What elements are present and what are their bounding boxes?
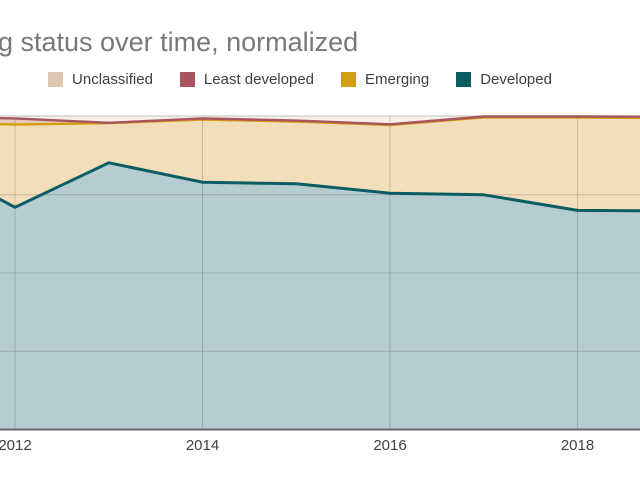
line-developed — [0, 161, 640, 213]
x-tick-label-2012: 2012 — [0, 437, 32, 454]
legend-swatch-icon — [456, 72, 472, 87]
legend-item-least-developed: Least developed — [179, 71, 315, 88]
area-developed — [0, 162, 640, 430]
x-tick-label-2016: 2016 — [373, 437, 407, 454]
legend-swatch-icon — [179, 72, 195, 87]
legend-label: Emerging — [365, 71, 430, 88]
chart-legend: Unclassified Least developed Emerging Devel… — [0, 71, 620, 88]
chart-title: g status over time, normalized — [0, 27, 359, 57]
x-tick-label-2014: 2014 — [185, 437, 220, 454]
legend-item-developed: Developed — [456, 71, 552, 88]
line-least-developed — [0, 115, 640, 126]
x-tick-label-2018: 2018 — [560, 437, 595, 454]
legend-swatch-icon — [48, 72, 64, 87]
legend-label: Least developed — [203, 71, 315, 88]
legend-label: Developed — [480, 71, 552, 88]
legend-item-unclassified: Unclassified — [48, 71, 153, 88]
legend-label: Unclassified — [72, 71, 153, 88]
legend-swatch-icon — [341, 72, 357, 87]
legend-item-emerging: Emerging — [341, 71, 429, 88]
